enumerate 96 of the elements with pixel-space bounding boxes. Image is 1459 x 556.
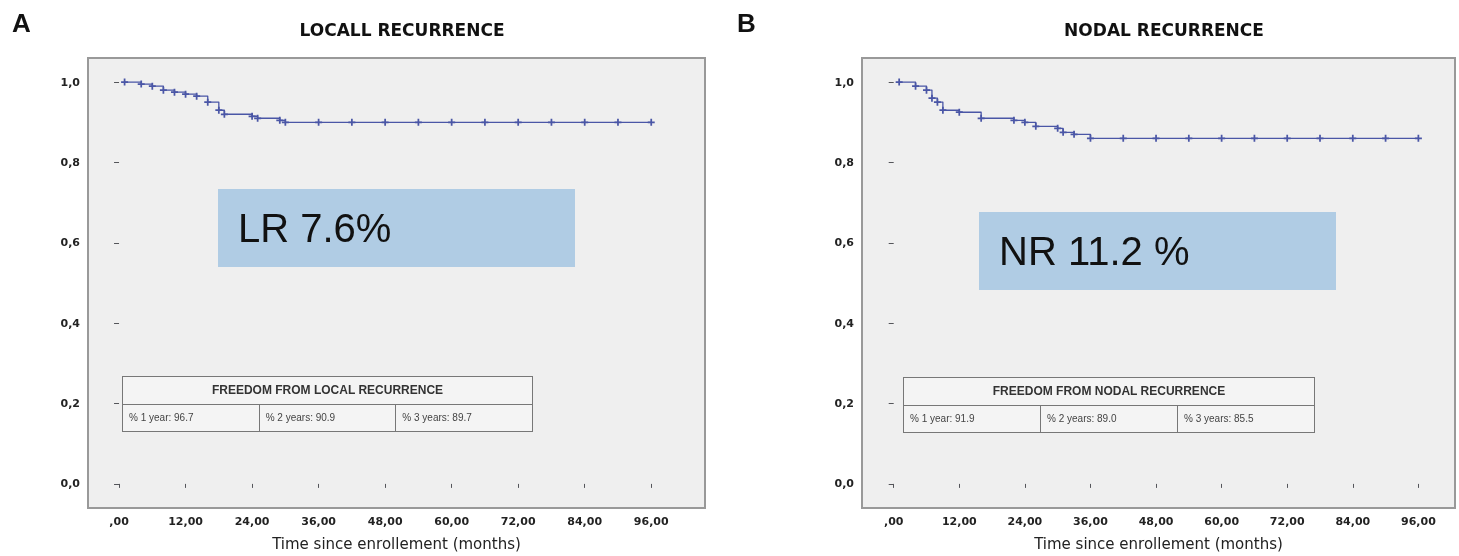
point (1250, 134, 1258, 142)
point (1032, 122, 1040, 130)
point (1086, 134, 1094, 142)
annotation: % 1 year: 96.7 (128, 411, 195, 426)
point (1185, 134, 1193, 142)
point (1070, 130, 1078, 138)
point (276, 116, 284, 124)
x-tick-label: 72,00 (500, 515, 536, 528)
y-tick-label: 0,0 (60, 477, 81, 491)
annotation: FREEDOM FROM LOCAL RECURRENCE (123, 377, 532, 405)
x-tick-label: 96,00 (633, 515, 669, 528)
y-tick-label: 0,8 (834, 155, 854, 169)
y-tick-label: 0,2 (60, 397, 80, 411)
annotation: % 2 years: 90.9 (258, 404, 396, 431)
point (254, 114, 262, 122)
annotation: % 2 years: 89.0 (1040, 405, 1177, 432)
point (215, 106, 223, 114)
point (348, 118, 356, 126)
point (1414, 134, 1422, 142)
x-tick-label: 48,00 (367, 515, 403, 528)
point (381, 118, 389, 126)
annotation: % 1 year: 91.9 (909, 412, 976, 427)
x-tick-label: 36,00 (301, 515, 337, 528)
point (148, 82, 156, 90)
point (248, 112, 256, 120)
point (1349, 134, 1357, 142)
point (1283, 134, 1291, 142)
text: B (737, 8, 756, 38)
point (159, 86, 167, 94)
x-tick-label: 24,00 (234, 515, 270, 528)
point (977, 114, 985, 122)
point (933, 98, 941, 106)
point (581, 118, 589, 126)
text: A (12, 8, 31, 38)
point (912, 82, 920, 90)
x-axis-title: Time since enrollement (months) (271, 534, 521, 553)
point (895, 78, 903, 86)
y-tick-label: 0,4 (834, 316, 855, 330)
annotation: FREEDOM FROM NODAL RECURRENCE (904, 378, 1314, 406)
point (955, 108, 963, 116)
x-tick-label: 48,00 (1138, 515, 1174, 528)
point (1010, 116, 1018, 124)
x-tick-label: ,00 (109, 515, 130, 528)
point (1059, 128, 1067, 136)
y-tick-label: 0,4 (60, 316, 81, 330)
point (481, 118, 489, 126)
annotation: % 3 years: 85.5 (1177, 405, 1314, 432)
point (1119, 134, 1127, 142)
point (547, 118, 555, 126)
y-tick-label: 0,2 (834, 397, 854, 411)
y-tick-label: 0,6 (834, 236, 855, 250)
point (514, 118, 522, 126)
y-tick-label: 0,0 (834, 477, 855, 491)
x-tick-label: 96,00 (1400, 515, 1437, 528)
y-tick-label: 0,8 (60, 155, 80, 169)
callout-box: NR 11.2 % (979, 212, 1336, 290)
point (939, 106, 947, 114)
point (647, 118, 655, 126)
x-tick-label: ,00 (883, 515, 904, 528)
point (204, 98, 212, 106)
y-tick-label: 0,6 (60, 236, 81, 250)
x-tick-label: 60,00 (1204, 515, 1240, 528)
point (137, 80, 145, 88)
x-tick-label: 84,00 (567, 515, 603, 528)
x-tick-label: 12,00 (941, 515, 978, 528)
point (1382, 134, 1390, 142)
point (1218, 134, 1226, 142)
point (220, 110, 228, 118)
x-tick-label: 60,00 (434, 515, 470, 528)
x-tick-label: 36,00 (1073, 515, 1109, 528)
x-tick-label: 72,00 (1269, 515, 1305, 528)
x-tick-label: 84,00 (1335, 515, 1371, 528)
point (1054, 124, 1062, 132)
point (193, 92, 201, 100)
point (315, 118, 323, 126)
point (1021, 118, 1029, 126)
chart-title: LOCALL RECURRENCE (299, 19, 505, 40)
point (121, 78, 129, 86)
point (922, 86, 930, 94)
point (448, 118, 456, 126)
chart-title: NODAL RECURRENCE (1064, 19, 1264, 40)
point (170, 88, 178, 96)
x-axis-title: Time since enrollement (months) (1033, 534, 1283, 553)
point (614, 118, 622, 126)
x-tick-label: 12,00 (168, 515, 204, 528)
point (414, 118, 422, 126)
point (182, 90, 190, 98)
point (281, 118, 289, 126)
annotation: % 3 years: 89.7 (395, 404, 533, 431)
y-tick-label: 1,0 (834, 75, 855, 89)
callout-box: LR 7.6% (218, 189, 575, 267)
point (928, 94, 936, 102)
point (1152, 134, 1160, 142)
point (1316, 134, 1324, 142)
x-tick-label: 24,00 (1007, 515, 1043, 528)
y-tick-label: 1,0 (60, 75, 81, 89)
